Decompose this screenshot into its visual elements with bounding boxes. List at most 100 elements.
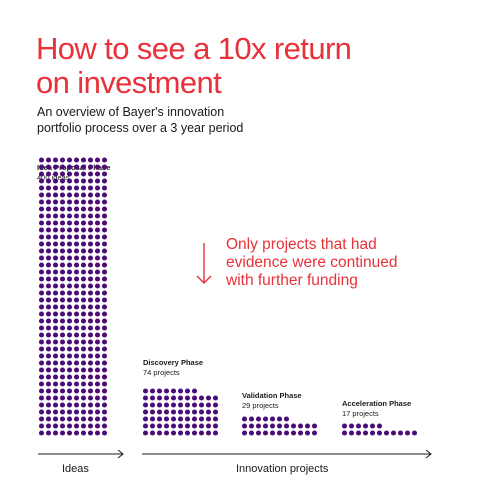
idea-proposal-phase-dot: [87, 227, 94, 233]
idea-proposal-phase-dot: [38, 395, 45, 401]
idea-proposal-phase-dot: [66, 178, 73, 184]
acceleration-phase-dot: [376, 430, 383, 436]
discovery-phase-dot: [212, 423, 219, 429]
discovery-phase-dot: [212, 402, 219, 408]
idea-proposal-phase-dot: [52, 367, 59, 373]
discovery-phase-dot: [170, 409, 177, 415]
idea-proposal-phase-dot: [80, 409, 87, 415]
idea-proposal-phase-dot: [101, 318, 108, 324]
idea-proposal-phase-dot: [87, 325, 94, 331]
idea-proposal-phase-dot: [59, 192, 66, 198]
idea-proposal-phase-dot: [87, 367, 94, 373]
idea-proposal-phase-dot: [87, 409, 94, 415]
idea-proposal-phase-dot: [87, 388, 94, 394]
idea-proposal-phase-dot: [87, 381, 94, 387]
idea-proposal-phase-dot: [73, 360, 80, 366]
discovery-phase-dot: [205, 416, 212, 422]
idea-proposal-phase-dot: [101, 430, 108, 436]
discovery-phase-dot: [191, 409, 198, 415]
idea-proposal-phase-dot: [59, 199, 66, 205]
idea-proposal-phase-dot: [94, 192, 101, 198]
idea-proposal-phase-dot: [101, 283, 108, 289]
idea-proposal-phase-dot: [38, 297, 45, 303]
idea-proposal-phase-dot: [52, 255, 59, 261]
idea-proposal-phase-dot: [87, 206, 94, 212]
idea-proposal-phase-dot: [80, 381, 87, 387]
idea-proposal-phase-dot: [52, 157, 59, 163]
discovery-phase-dot: [170, 416, 177, 422]
idea-proposal-phase-dot: [73, 234, 80, 240]
ideas-axis-arrow: [38, 449, 124, 459]
idea-proposal-phase-dot: [59, 311, 66, 317]
idea-proposal-phase-dot: [52, 311, 59, 317]
idea-proposal-phase-dot: [87, 360, 94, 366]
idea-proposal-phase-dot: [38, 234, 45, 240]
validation-phase-dot: [248, 416, 255, 422]
idea-proposal-phase-dot: [59, 227, 66, 233]
idea-proposal-phase-dot: [38, 171, 45, 177]
idea-proposal-phase-dot: [94, 234, 101, 240]
idea-proposal-phase-dot: [66, 346, 73, 352]
idea-proposal-phase-dot: [59, 430, 66, 436]
idea-proposal-phase-dot: [87, 276, 94, 282]
idea-proposal-phase-dot: [87, 255, 94, 261]
idea-proposal-phase-dot: [80, 164, 87, 170]
idea-proposal-phase-dot: [45, 206, 52, 212]
idea-proposal-phase-dot: [66, 213, 73, 219]
idea-proposal-phase-dot: [94, 269, 101, 275]
idea-proposal-phase-dot: [66, 255, 73, 261]
idea-proposal-phase-dot: [94, 402, 101, 408]
discovery-phase-dot: [205, 423, 212, 429]
idea-proposal-phase-dot: [52, 388, 59, 394]
idea-proposal-phase-dot: [45, 311, 52, 317]
idea-proposal-phase-dot: [52, 416, 59, 422]
validation-phase-dot: [304, 430, 311, 436]
idea-proposal-phase-dot: [38, 374, 45, 380]
idea-proposal-phase-dot: [66, 374, 73, 380]
idea-proposal-phase-dot: [52, 325, 59, 331]
idea-proposal-phase-dot: [101, 395, 108, 401]
discovery-phase-dot: [198, 430, 205, 436]
idea-proposal-phase-dot: [94, 276, 101, 282]
idea-proposal-phase-dot: [73, 416, 80, 422]
idea-proposal-phase-dot: [101, 227, 108, 233]
idea-proposal-phase-dot: [101, 297, 108, 303]
idea-proposal-phase-dot: [101, 339, 108, 345]
idea-proposal-phase-dot: [52, 220, 59, 226]
idea-proposal-phase-dot: [80, 325, 87, 331]
idea-proposal-phase-dot: [59, 234, 66, 240]
idea-proposal-phase-dot: [87, 339, 94, 345]
acceleration-phase-dot: [362, 423, 369, 429]
idea-proposal-phase-dot: [66, 332, 73, 338]
acceleration-phase-dot: [362, 430, 369, 436]
idea-proposal-phase-dot: [38, 213, 45, 219]
idea-proposal-phase-dot: [38, 206, 45, 212]
discovery-phase-dot: [191, 430, 198, 436]
idea-proposal-phase-dot: [52, 262, 59, 268]
idea-proposal-phase-dot: [45, 227, 52, 233]
discovery-phase-dot: [142, 409, 149, 415]
idea-proposal-phase-dot: [80, 290, 87, 296]
idea-proposal-phase-dot: [73, 346, 80, 352]
idea-proposal-phase-dot: [101, 241, 108, 247]
idea-proposal-phase-dot: [101, 234, 108, 240]
idea-proposal-phase-dot: [73, 318, 80, 324]
idea-proposal-phase-dot: [66, 339, 73, 345]
idea-proposal-phase-dot: [87, 416, 94, 422]
idea-proposal-phase-dot: [59, 318, 66, 324]
idea-proposal-phase-dot: [87, 171, 94, 177]
discovery-phase-dot: [163, 402, 170, 408]
idea-proposal-phase-dot: [73, 353, 80, 359]
idea-proposal-phase-dot: [38, 241, 45, 247]
idea-proposal-phase-dot: [52, 199, 59, 205]
idea-proposal-phase-dot: [87, 346, 94, 352]
idea-proposal-phase-dot: [45, 304, 52, 310]
discovery-phase-dot: [156, 423, 163, 429]
idea-proposal-phase-dot: [80, 374, 87, 380]
discovery-phase-dot: [184, 402, 191, 408]
acceleration-phase-dot: [348, 430, 355, 436]
idea-proposal-phase-dot: [73, 178, 80, 184]
idea-proposal-phase-dot: [66, 171, 73, 177]
idea-proposal-phase-dot: [66, 276, 73, 282]
discovery-phase-dot: [149, 423, 156, 429]
